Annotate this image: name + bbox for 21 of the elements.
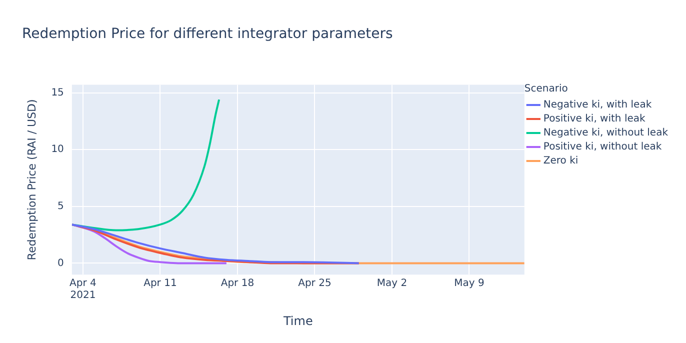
legend-label: Negative ki, without leak (543, 128, 668, 139)
legend-label: Negative ki, with leak (543, 100, 652, 111)
chart-title: Redemption Price for different integrator parameters (22, 26, 393, 42)
line-series (72, 224, 228, 264)
x-tick-label: Apr 25 (298, 278, 332, 290)
y-axis-title: Redemption Price (RAI / USD) (25, 99, 38, 260)
y-tick-label: 5 (58, 201, 64, 212)
x-tick-label: Apr 4 2021 (70, 278, 96, 302)
y-tick-label: 0 (58, 258, 64, 269)
x-tick-label: May 9 (454, 278, 484, 290)
y-tick-label: 15 (51, 87, 64, 98)
x-tick-label: Apr 11 (144, 278, 177, 290)
x-axis-title: Time (282, 314, 313, 328)
legend-label: Positive ki, with leak (543, 114, 646, 125)
y-tick-label: 10 (51, 144, 64, 156)
line-series (72, 224, 360, 264)
legend-label: Zero ki (543, 156, 578, 167)
x-tick-label: May 2 (376, 278, 408, 290)
legend-label: Positive ki, without leak (543, 142, 662, 153)
x-tick-label: Apr 18 (220, 278, 254, 290)
legend-title: Scenario (524, 84, 568, 95)
